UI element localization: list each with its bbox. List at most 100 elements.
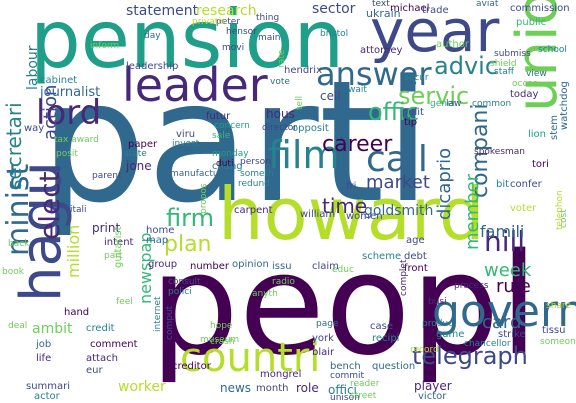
cloud-word: card [482, 312, 522, 333]
cloud-word: someon [540, 337, 576, 347]
cloud-word: film [268, 133, 340, 177]
cloud-word: jone [126, 159, 152, 173]
cloud-word: main [258, 33, 281, 43]
cloud-word: commission [510, 3, 570, 14]
cloud-word: way [24, 123, 45, 134]
cloud-word: govern [432, 286, 576, 337]
cloud-word: cell [320, 89, 341, 103]
cloud-word: mongrel [260, 369, 302, 380]
cloud-word: street [350, 391, 377, 401]
cloud-word: credit [86, 323, 115, 334]
cloud-word: submiss [494, 49, 531, 59]
cloud-word: hope [210, 321, 233, 331]
cloud-word: countri [180, 335, 321, 381]
cloud-word: servic [398, 82, 470, 110]
cloud-word: attach [86, 353, 118, 364]
cloud-word: shield [490, 59, 517, 69]
cloud-word: famili [480, 222, 525, 241]
cloud-word: manufactur [170, 169, 223, 179]
cloud-word: scheme [362, 251, 402, 262]
cloud-word: strike [498, 329, 526, 340]
cloud-word: state [124, 149, 147, 159]
cloud-word: intent [104, 237, 134, 248]
cloud-word: market [366, 172, 430, 193]
cloud-word: text [372, 0, 390, 9]
cloud-word: case [370, 321, 393, 332]
cloud-word: sector [312, 1, 356, 17]
cloud-word: educ [332, 265, 354, 275]
cloud-word: sale [212, 131, 231, 141]
cloud-word: howard [218, 172, 485, 256]
cloud-word: role [296, 381, 319, 395]
cloud-word: million [64, 224, 83, 278]
cloud-word: hous [266, 107, 295, 121]
cloud-word: invest [172, 139, 200, 149]
cloud-word: elect [33, 171, 66, 240]
cloud-word: dicaprio [434, 147, 455, 220]
cloud-word: research [196, 3, 257, 19]
cloud-word: commit [330, 371, 365, 381]
cloud-word: part [104, 251, 123, 261]
cloud-word: debt [404, 251, 427, 262]
cloud-word: bristol [320, 29, 349, 39]
cloud-word: record [410, 345, 439, 355]
cloud-word: comput [165, 305, 175, 340]
cloud-word: age [406, 235, 425, 246]
cloud-word: chang [212, 161, 243, 172]
cloud-word: thing [256, 13, 280, 23]
cloud-word: front [404, 263, 428, 274]
cloud-word: creditor [172, 361, 211, 372]
cloud-word: tissu [542, 325, 566, 336]
cloud-word: viru [176, 129, 196, 140]
cloud-word: actor [34, 391, 60, 402]
cloud-word: hendrix [284, 65, 322, 76]
cloud-word: common [472, 99, 512, 109]
cloud-word: hill [484, 225, 526, 258]
cloud-word: school [538, 45, 567, 55]
cloud-word: worker [118, 379, 166, 395]
cloud-word: telegraph [412, 342, 528, 370]
cloud-word: map [146, 235, 169, 246]
cloud-word: posit [56, 149, 78, 159]
cloud-word: complet [399, 259, 409, 296]
cloud-word: rule [496, 276, 531, 297]
cloud-word: ambit [32, 321, 73, 337]
cloud-word: women [346, 211, 383, 222]
cloud-word: comment [90, 339, 138, 350]
cloud-word: bench [330, 361, 361, 372]
cloud-word: bit [496, 179, 510, 190]
cloud-word: cost [559, 209, 569, 228]
cloud-word: today [510, 89, 539, 100]
cloud-word: year [370, 0, 500, 65]
cloud-word: duti [216, 159, 234, 169]
cloud-word: summari [26, 381, 71, 392]
cloud-word: book [2, 267, 24, 277]
cloud-word: call [366, 139, 428, 180]
cloud-word: secur [404, 73, 429, 83]
cloud-word: attorney [360, 45, 403, 56]
cloud-word: propos [199, 183, 209, 214]
cloud-word: public [516, 17, 547, 28]
cloud-word: process [454, 281, 489, 291]
cloud-word: tip [404, 117, 418, 128]
cloud-word: lion [528, 129, 547, 140]
cloud-word: spokesman [474, 147, 526, 157]
cloud-word: firm [166, 204, 214, 232]
cloud-word: concern [214, 121, 250, 131]
cloud-word: internet [153, 296, 163, 332]
cloud-word: cabinet [40, 75, 78, 86]
cloud-word: victor [418, 391, 447, 402]
cloud-word: pension [30, 0, 345, 86]
cloud-word: busi [428, 297, 447, 307]
cloud-word: museum [200, 335, 240, 345]
cloud-word: guitarist [113, 226, 124, 268]
cloud-word: peter [216, 17, 241, 27]
cloud-word: michael [390, 3, 430, 14]
cloud-word: fri [346, 181, 357, 192]
cloud-word: plan [164, 232, 212, 257]
cloud-word: view [526, 69, 547, 79]
cloud-word: polici [168, 287, 192, 297]
cloud-word: page [316, 319, 339, 329]
cloud-word: anyth [252, 289, 278, 299]
